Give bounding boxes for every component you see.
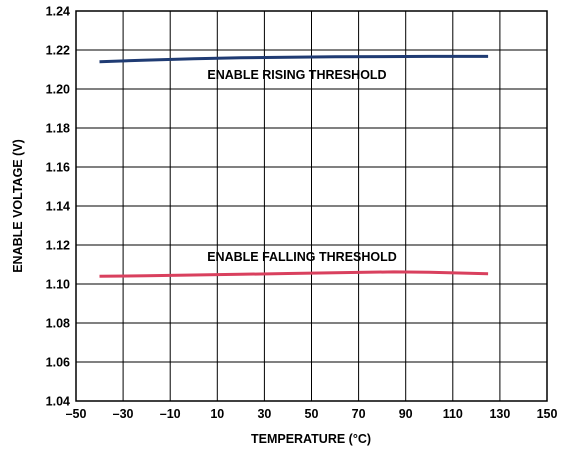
x-tick-label: 130 — [489, 407, 510, 421]
y-tick-label: 1.08 — [46, 317, 70, 331]
plot-frame — [75, 10, 548, 402]
y-tick-label: 1.18 — [46, 122, 70, 136]
x-tick-label: 50 — [305, 407, 319, 421]
y-tick-label: 1.12 — [46, 239, 70, 253]
x-tick-label: 10 — [210, 407, 224, 421]
y-axis-title: ENABLE VOLTAGE (V) — [11, 139, 25, 273]
x-tick-labels: –50 –30 –10 10 30 50 70 90 110 130 150 — [66, 407, 558, 421]
x-axis-title: TEMPERATURE (°C) — [251, 432, 371, 446]
x-tick-label: –50 — [66, 407, 87, 421]
y-tick-label: 1.24 — [46, 5, 70, 19]
y-tick-label: 1.22 — [46, 44, 70, 58]
y-tick-label: 1.10 — [46, 278, 70, 292]
x-tick-label: 90 — [399, 407, 413, 421]
annotation-falling: ENABLE FALLING THRESHOLD — [207, 250, 397, 264]
series-line-0 — [99, 54, 489, 64]
x-tick-label: –30 — [113, 407, 134, 421]
y-tick-label: 1.06 — [46, 356, 70, 370]
y-tick-label: 1.04 — [46, 395, 70, 409]
series-line-1 — [99, 270, 489, 278]
x-tick-label: 30 — [257, 407, 271, 421]
series-layer — [99, 54, 489, 278]
annotation-rising: ENABLE RISING THRESHOLD — [207, 68, 386, 82]
grid — [76, 11, 547, 401]
y-tick-labels: 1.04 1.06 1.08 1.10 1.12 1.14 1.16 1.18 1.20 1.22… — [46, 5, 70, 409]
y-tick-label: 1.14 — [46, 200, 70, 214]
y-tick-label: 1.20 — [46, 83, 70, 97]
x-tick-label: 110 — [443, 407, 463, 421]
x-tick-label: 70 — [352, 407, 366, 421]
y-tick-label: 1.16 — [46, 161, 70, 175]
x-tick-label: 150 — [537, 407, 558, 421]
x-tick-label: –10 — [160, 407, 181, 421]
